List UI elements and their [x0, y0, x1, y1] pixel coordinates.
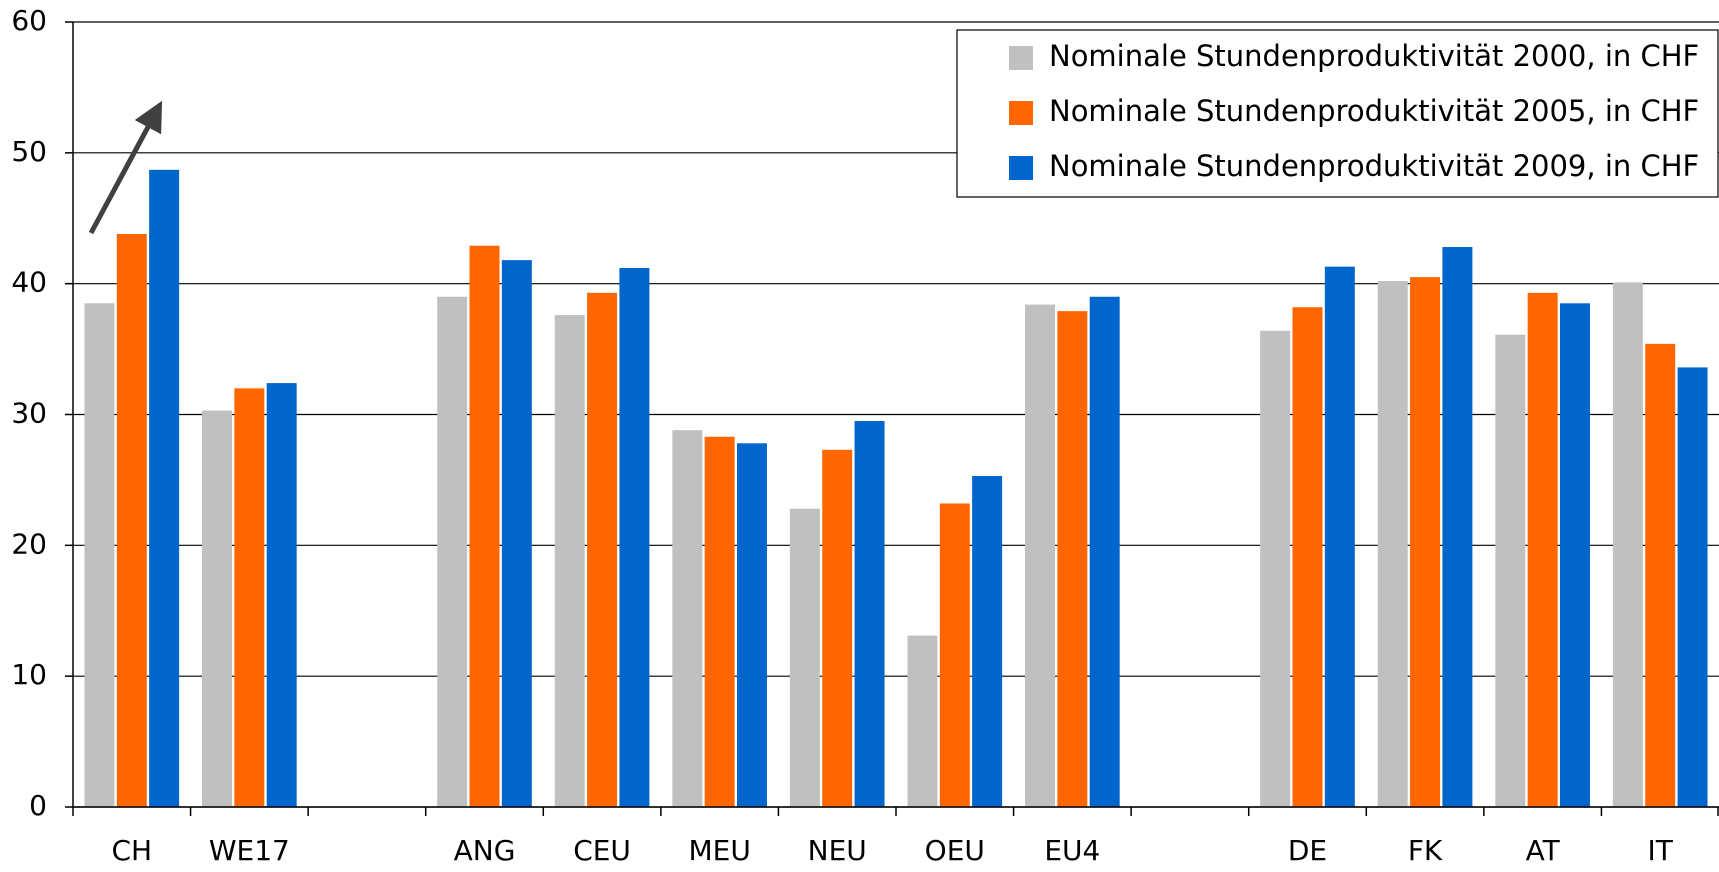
- bar: [116, 233, 147, 807]
- legend-swatch: [1009, 156, 1033, 180]
- y-tick-label: 60: [11, 4, 47, 37]
- bar: [1324, 266, 1355, 807]
- legend-swatch: [1009, 101, 1033, 125]
- bar: [501, 260, 532, 807]
- bar: [939, 503, 970, 807]
- x-tick-label: IT: [1648, 834, 1674, 867]
- bar: [1260, 330, 1291, 807]
- y-tick-label: 10: [11, 658, 47, 691]
- x-tick-label: DE: [1288, 834, 1327, 867]
- y-tick-label: 20: [11, 527, 47, 560]
- legend-label: Nominale Stundenproduktivität 2009, in C…: [1049, 149, 1699, 183]
- bar: [619, 267, 650, 807]
- bars: [84, 169, 1708, 808]
- y-tick-label: 30: [11, 397, 47, 430]
- y-tick-label: 40: [11, 266, 47, 299]
- y-tick-label: 0: [29, 789, 47, 822]
- x-tick-label: EU4: [1044, 834, 1100, 867]
- bar: [1057, 311, 1088, 807]
- bar: [1025, 304, 1056, 807]
- bar: [1612, 282, 1643, 807]
- x-tick-label: AT: [1526, 834, 1561, 867]
- bar: [587, 292, 618, 807]
- bar: [1089, 296, 1120, 807]
- bar: [554, 315, 585, 807]
- bar: [736, 443, 767, 807]
- bar: [1559, 303, 1590, 807]
- y-tick-label: 50: [11, 135, 47, 168]
- bar: [1377, 281, 1408, 807]
- x-tick-label: MEU: [688, 834, 750, 867]
- x-tick-label: WE17: [209, 834, 290, 867]
- bar: [972, 475, 1003, 807]
- bar: [149, 169, 180, 807]
- axes: 0 10 20 30 40 50 60 CH WE17 ANG CEU MEU NEU OEU EU4 DE F…: [11, 4, 1719, 867]
- legend-label: Nominale Stundenproduktivität 2005, in C…: [1049, 94, 1699, 128]
- bar: [1527, 292, 1558, 807]
- bar: [704, 436, 735, 807]
- bar: [1442, 247, 1473, 808]
- legend-label: Nominale Stundenproduktivität 2000, in C…: [1049, 39, 1699, 73]
- annotation-arrow: [88, 100, 163, 235]
- bar: [789, 508, 820, 807]
- x-tick-label: FK: [1408, 834, 1443, 867]
- bar: [1495, 334, 1526, 807]
- legend-swatch: [1009, 46, 1033, 70]
- bar: [84, 303, 115, 807]
- x-tick-label: OEU: [925, 834, 985, 867]
- bar: [672, 430, 703, 807]
- bar: [1410, 277, 1441, 807]
- legend: Nominale Stundenproduktivität 2000, in C…: [956, 29, 1719, 198]
- bar: [437, 296, 468, 807]
- bar: [469, 245, 500, 808]
- bar: [854, 421, 885, 807]
- bar: [822, 449, 853, 807]
- bar: [1645, 343, 1676, 807]
- grid: [73, 21, 1719, 808]
- bar: [1677, 367, 1708, 807]
- bar: [1292, 307, 1323, 807]
- bar: [234, 388, 265, 807]
- x-tick-label: ANG: [454, 834, 516, 867]
- x-tick-label: NEU: [808, 834, 867, 867]
- bar: [202, 410, 233, 807]
- legend-box: [956, 29, 1719, 198]
- x-tick-label: CEU: [573, 834, 631, 867]
- bar: [266, 383, 297, 807]
- bar: [907, 635, 938, 807]
- x-tick-label: CH: [111, 834, 152, 867]
